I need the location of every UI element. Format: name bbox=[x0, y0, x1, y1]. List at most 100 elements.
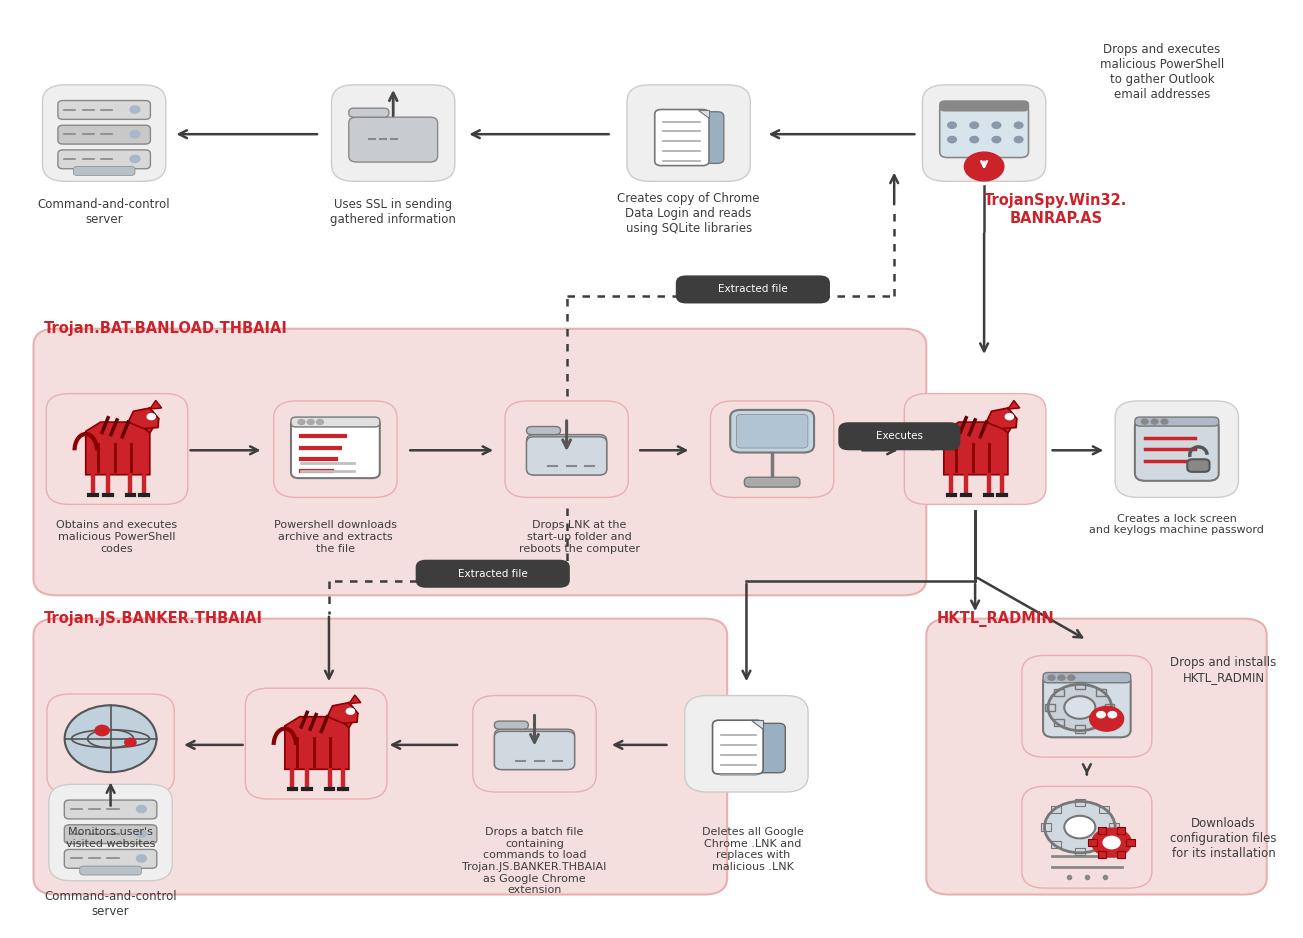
Polygon shape bbox=[349, 695, 361, 704]
FancyBboxPatch shape bbox=[494, 721, 528, 729]
Circle shape bbox=[130, 130, 139, 138]
Circle shape bbox=[964, 152, 1003, 181]
FancyBboxPatch shape bbox=[274, 401, 397, 497]
Bar bbox=[1096, 719, 1106, 726]
FancyBboxPatch shape bbox=[64, 800, 156, 819]
Circle shape bbox=[137, 806, 146, 812]
FancyBboxPatch shape bbox=[526, 427, 560, 434]
FancyBboxPatch shape bbox=[50, 784, 172, 881]
FancyBboxPatch shape bbox=[526, 437, 607, 475]
Circle shape bbox=[317, 419, 323, 425]
Text: Extracted file: Extracted file bbox=[718, 284, 788, 295]
Text: Drops LNK at the
start-up folder and
reboots the computer: Drops LNK at the start-up folder and reb… bbox=[519, 521, 640, 553]
Bar bbox=[1127, 840, 1135, 846]
FancyBboxPatch shape bbox=[744, 477, 800, 487]
Text: HKTL_RADMIN: HKTL_RADMIN bbox=[937, 612, 1054, 628]
FancyBboxPatch shape bbox=[1135, 419, 1218, 481]
Text: Creates a lock screen
and keylogs machine password: Creates a lock screen and keylogs machin… bbox=[1089, 514, 1264, 536]
Text: Monitors user's
visited websites: Monitors user's visited websites bbox=[66, 827, 155, 849]
Circle shape bbox=[1058, 675, 1065, 680]
Text: Trojan.BAT.BANLOAD.THBAIAI: Trojan.BAT.BANLOAD.THBAIAI bbox=[44, 321, 288, 336]
Bar bbox=[1098, 827, 1106, 834]
FancyBboxPatch shape bbox=[64, 850, 156, 869]
Bar bbox=[1098, 806, 1109, 813]
FancyBboxPatch shape bbox=[654, 110, 709, 166]
Bar bbox=[1041, 824, 1050, 831]
FancyBboxPatch shape bbox=[349, 117, 438, 162]
Polygon shape bbox=[995, 408, 1016, 433]
Circle shape bbox=[1006, 414, 1014, 419]
Bar bbox=[1117, 827, 1126, 834]
Circle shape bbox=[1048, 685, 1111, 731]
Bar bbox=[1117, 852, 1126, 857]
FancyBboxPatch shape bbox=[736, 415, 808, 448]
Circle shape bbox=[992, 136, 1001, 143]
Polygon shape bbox=[327, 703, 358, 723]
FancyBboxPatch shape bbox=[349, 108, 388, 117]
Text: Deletes all Google
Chrome .LNK and
replaces with
malicious .LNK: Deletes all Google Chrome .LNK and repla… bbox=[702, 827, 804, 872]
Text: Drops a batch file
containing
commands to load
Trojan.JS.BANKER.THBAIAI
as Googl: Drops a batch file containing commands t… bbox=[463, 827, 607, 895]
Circle shape bbox=[1152, 419, 1158, 424]
Polygon shape bbox=[337, 703, 358, 728]
Circle shape bbox=[130, 156, 139, 162]
Text: Obtains and executes
malicious PowerShell
codes: Obtains and executes malicious PowerShel… bbox=[56, 521, 177, 553]
FancyBboxPatch shape bbox=[43, 84, 165, 181]
Circle shape bbox=[137, 830, 146, 838]
Polygon shape bbox=[138, 408, 159, 433]
Bar bbox=[1088, 840, 1097, 846]
FancyBboxPatch shape bbox=[904, 394, 1046, 505]
Circle shape bbox=[1065, 816, 1096, 839]
Bar bbox=[1105, 704, 1114, 711]
Circle shape bbox=[137, 855, 146, 862]
FancyBboxPatch shape bbox=[1022, 786, 1152, 888]
FancyBboxPatch shape bbox=[674, 112, 723, 163]
Bar bbox=[1075, 799, 1085, 806]
Text: Extracted file: Extracted file bbox=[457, 568, 528, 579]
FancyBboxPatch shape bbox=[1044, 674, 1131, 737]
FancyBboxPatch shape bbox=[34, 619, 727, 895]
FancyBboxPatch shape bbox=[1187, 460, 1209, 472]
FancyBboxPatch shape bbox=[473, 695, 597, 792]
FancyBboxPatch shape bbox=[926, 619, 1267, 895]
Circle shape bbox=[947, 136, 956, 143]
Polygon shape bbox=[86, 422, 150, 475]
Text: Command-and-control
server: Command-and-control server bbox=[44, 890, 177, 918]
Polygon shape bbox=[128, 408, 159, 429]
Polygon shape bbox=[943, 422, 1009, 475]
Circle shape bbox=[1045, 801, 1115, 853]
FancyBboxPatch shape bbox=[291, 417, 379, 427]
Circle shape bbox=[969, 122, 979, 129]
Circle shape bbox=[1092, 828, 1131, 857]
Circle shape bbox=[969, 136, 979, 143]
FancyBboxPatch shape bbox=[57, 125, 150, 144]
FancyBboxPatch shape bbox=[331, 84, 455, 181]
Circle shape bbox=[347, 708, 354, 714]
FancyBboxPatch shape bbox=[939, 101, 1028, 111]
Bar bbox=[1052, 806, 1061, 813]
Circle shape bbox=[1067, 675, 1075, 680]
Bar bbox=[1096, 688, 1106, 696]
Circle shape bbox=[1089, 706, 1123, 731]
Polygon shape bbox=[986, 408, 1016, 429]
FancyBboxPatch shape bbox=[923, 84, 1046, 181]
Circle shape bbox=[147, 414, 155, 419]
FancyBboxPatch shape bbox=[1044, 673, 1131, 683]
FancyBboxPatch shape bbox=[627, 84, 751, 181]
FancyBboxPatch shape bbox=[46, 394, 188, 505]
Text: Downloads
configuration files
for its installation: Downloads configuration files for its in… bbox=[1170, 817, 1277, 860]
FancyBboxPatch shape bbox=[494, 732, 575, 769]
Polygon shape bbox=[150, 401, 162, 409]
FancyBboxPatch shape bbox=[713, 720, 764, 774]
FancyBboxPatch shape bbox=[64, 825, 156, 843]
Bar bbox=[1075, 848, 1085, 855]
Bar bbox=[1045, 704, 1055, 711]
Bar bbox=[1054, 719, 1063, 726]
FancyBboxPatch shape bbox=[79, 866, 142, 875]
Circle shape bbox=[992, 122, 1001, 129]
Circle shape bbox=[947, 122, 956, 129]
FancyBboxPatch shape bbox=[838, 422, 960, 450]
Circle shape bbox=[125, 738, 136, 747]
Bar bbox=[1098, 852, 1106, 857]
Polygon shape bbox=[698, 110, 709, 117]
Circle shape bbox=[1014, 122, 1023, 129]
